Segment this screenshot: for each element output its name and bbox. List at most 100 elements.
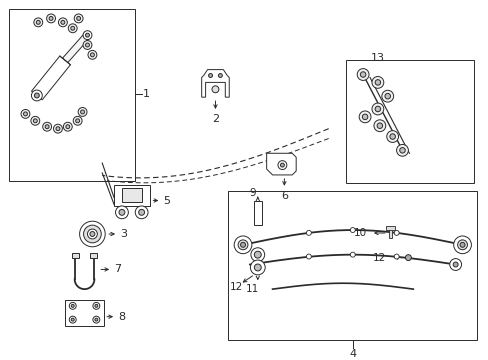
Circle shape <box>71 318 74 321</box>
Circle shape <box>76 119 80 123</box>
Text: 3: 3 <box>120 229 127 239</box>
Circle shape <box>33 119 37 123</box>
Circle shape <box>362 114 367 120</box>
Circle shape <box>238 240 247 250</box>
Text: 7: 7 <box>114 265 121 274</box>
Circle shape <box>349 252 354 257</box>
Circle shape <box>453 236 470 254</box>
Circle shape <box>396 144 407 156</box>
Circle shape <box>59 18 67 27</box>
Circle shape <box>457 240 467 250</box>
Circle shape <box>53 124 62 133</box>
Circle shape <box>88 50 97 59</box>
Circle shape <box>31 90 42 101</box>
Circle shape <box>306 230 311 235</box>
Bar <box>388 228 391 238</box>
Circle shape <box>31 116 40 125</box>
Circle shape <box>374 80 380 85</box>
Circle shape <box>90 231 95 237</box>
Circle shape <box>386 131 398 143</box>
Circle shape <box>93 302 100 309</box>
Circle shape <box>359 111 370 123</box>
Circle shape <box>119 210 124 215</box>
Circle shape <box>34 93 39 98</box>
Text: 1: 1 <box>142 89 149 99</box>
Circle shape <box>83 41 92 49</box>
Circle shape <box>389 134 395 139</box>
Circle shape <box>68 24 77 33</box>
Text: 2: 2 <box>212 114 219 124</box>
Circle shape <box>34 18 42 27</box>
Circle shape <box>87 229 97 239</box>
Circle shape <box>69 302 76 309</box>
Circle shape <box>250 248 264 262</box>
Circle shape <box>452 262 457 267</box>
Circle shape <box>405 255 410 261</box>
Circle shape <box>23 112 27 116</box>
Circle shape <box>356 69 368 80</box>
Circle shape <box>135 206 148 219</box>
Circle shape <box>115 206 128 219</box>
Circle shape <box>71 26 75 30</box>
Circle shape <box>234 236 251 254</box>
Polygon shape <box>201 69 229 97</box>
Bar <box>385 226 394 230</box>
Circle shape <box>218 73 222 77</box>
Text: 6: 6 <box>281 190 288 201</box>
Bar <box>253 201 261 225</box>
Bar <box>65 300 104 325</box>
Circle shape <box>95 318 98 321</box>
Circle shape <box>85 43 89 47</box>
Circle shape <box>360 72 365 77</box>
Circle shape <box>73 116 82 125</box>
Circle shape <box>376 123 382 129</box>
Text: 10: 10 <box>353 228 366 238</box>
Circle shape <box>399 148 405 153</box>
Circle shape <box>69 316 76 323</box>
Bar <box>228 191 476 340</box>
Circle shape <box>95 304 98 307</box>
Circle shape <box>306 254 311 259</box>
Circle shape <box>208 73 212 77</box>
Circle shape <box>371 103 383 115</box>
Bar <box>114 185 149 206</box>
Circle shape <box>449 258 461 270</box>
Circle shape <box>139 210 144 215</box>
Circle shape <box>254 251 261 258</box>
Bar <box>90 253 97 258</box>
Circle shape <box>277 161 286 170</box>
Circle shape <box>81 110 84 114</box>
Polygon shape <box>266 153 296 175</box>
Circle shape <box>36 21 40 24</box>
Circle shape <box>374 106 380 112</box>
Text: 8: 8 <box>118 312 125 322</box>
Text: 4: 4 <box>349 349 356 359</box>
Text: 5: 5 <box>163 195 170 206</box>
Circle shape <box>212 86 219 93</box>
Polygon shape <box>62 33 90 63</box>
Circle shape <box>42 122 51 131</box>
Circle shape <box>373 120 385 132</box>
Circle shape <box>56 127 60 131</box>
Bar <box>122 188 142 202</box>
Text: 12: 12 <box>372 253 386 263</box>
Text: 12: 12 <box>230 282 243 292</box>
Circle shape <box>384 94 390 99</box>
Text: 9: 9 <box>249 188 256 198</box>
Text: 11: 11 <box>245 284 259 294</box>
Polygon shape <box>31 56 70 100</box>
Circle shape <box>74 14 83 23</box>
Text: 13: 13 <box>370 53 384 63</box>
Circle shape <box>83 31 92 40</box>
Circle shape <box>83 225 101 243</box>
Circle shape <box>61 21 65 24</box>
Circle shape <box>250 260 264 275</box>
Circle shape <box>49 17 53 21</box>
Circle shape <box>349 228 354 233</box>
Circle shape <box>240 242 245 247</box>
Circle shape <box>45 125 49 129</box>
Circle shape <box>90 53 94 57</box>
Bar <box>72 253 79 258</box>
Circle shape <box>459 242 464 247</box>
Circle shape <box>371 76 383 88</box>
